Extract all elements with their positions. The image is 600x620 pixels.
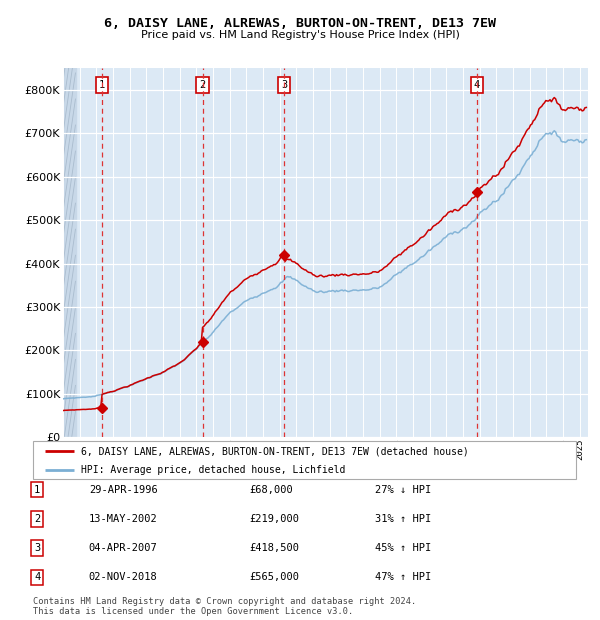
Text: HPI: Average price, detached house, Lichfield: HPI: Average price, detached house, Lich… <box>81 466 345 476</box>
Text: 6, DAISY LANE, ALREWAS, BURTON-ON-TRENT, DE13 7EW: 6, DAISY LANE, ALREWAS, BURTON-ON-TRENT,… <box>104 17 496 30</box>
Text: £219,000: £219,000 <box>249 514 299 524</box>
Text: 1: 1 <box>34 485 40 495</box>
Text: 47% ↑ HPI: 47% ↑ HPI <box>375 572 431 582</box>
Text: 3: 3 <box>34 543 40 553</box>
Text: 13-MAY-2002: 13-MAY-2002 <box>89 514 158 524</box>
Text: £68,000: £68,000 <box>249 485 293 495</box>
Text: 31% ↑ HPI: 31% ↑ HPI <box>375 514 431 524</box>
Text: 4: 4 <box>474 80 480 90</box>
Bar <box>63 68 76 437</box>
FancyBboxPatch shape <box>33 441 576 479</box>
Text: 3: 3 <box>281 80 287 90</box>
Text: 4: 4 <box>34 572 40 582</box>
Text: 04-APR-2007: 04-APR-2007 <box>89 543 158 553</box>
Text: 2: 2 <box>34 514 40 524</box>
Text: This data is licensed under the Open Government Licence v3.0.: This data is licensed under the Open Gov… <box>33 606 353 616</box>
Text: 2: 2 <box>199 80 206 90</box>
Text: 29-APR-1996: 29-APR-1996 <box>89 485 158 495</box>
Text: £418,500: £418,500 <box>249 543 299 553</box>
Text: 45% ↑ HPI: 45% ↑ HPI <box>375 543 431 553</box>
Text: Price paid vs. HM Land Registry's House Price Index (HPI): Price paid vs. HM Land Registry's House … <box>140 30 460 40</box>
Text: 02-NOV-2018: 02-NOV-2018 <box>89 572 158 582</box>
Text: £565,000: £565,000 <box>249 572 299 582</box>
Text: 6, DAISY LANE, ALREWAS, BURTON-ON-TRENT, DE13 7EW (detached house): 6, DAISY LANE, ALREWAS, BURTON-ON-TRENT,… <box>81 446 469 456</box>
Text: Contains HM Land Registry data © Crown copyright and database right 2024.: Contains HM Land Registry data © Crown c… <box>33 597 416 606</box>
Text: 27% ↓ HPI: 27% ↓ HPI <box>375 485 431 495</box>
Text: 1: 1 <box>99 80 105 90</box>
